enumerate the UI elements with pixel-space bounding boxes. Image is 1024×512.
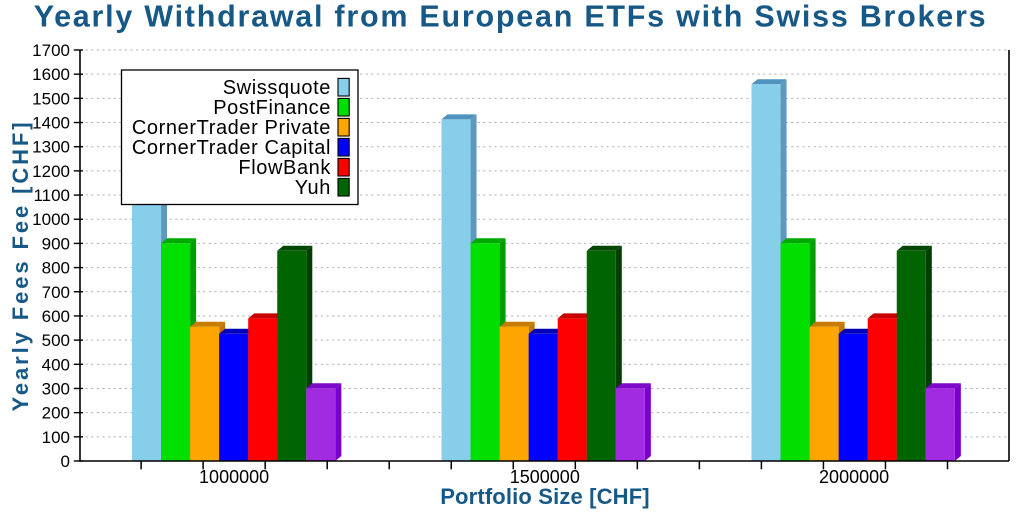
svg-text:300: 300 [42, 379, 70, 398]
svg-text:100: 100 [42, 428, 70, 447]
svg-text:500: 500 [42, 331, 70, 350]
svg-text:Yearly Fees Fee [CHF]: Yearly Fees Fee [CHF] [8, 120, 33, 412]
svg-text:1200: 1200 [32, 162, 70, 181]
svg-text:FlowBank: FlowBank [238, 157, 331, 179]
svg-text:0: 0 [61, 452, 70, 471]
svg-text:1700: 1700 [32, 41, 70, 60]
svg-text:600: 600 [42, 307, 70, 326]
svg-text:CornerTrader Capital: CornerTrader Capital [132, 137, 331, 159]
svg-text:200: 200 [42, 404, 70, 423]
svg-text:700: 700 [42, 283, 70, 302]
svg-text:PostFinance: PostFinance [213, 97, 331, 119]
svg-text:2000000: 2000000 [819, 467, 889, 487]
svg-text:900: 900 [42, 234, 70, 253]
svg-text:1100: 1100 [33, 186, 70, 205]
svg-text:1300: 1300 [32, 138, 70, 157]
svg-text:1600: 1600 [32, 65, 70, 84]
svg-text:1500: 1500 [32, 89, 70, 108]
svg-text:CornerTrader Private: CornerTrader Private [132, 117, 331, 139]
svg-text:1000000: 1000000 [199, 467, 269, 487]
svg-text:Portfolio Size [CHF]: Portfolio Size [CHF] [440, 484, 650, 509]
svg-text:1400: 1400 [32, 114, 70, 133]
svg-text:Yearly Withdrawal from Europea: Yearly Withdrawal from European ETFs wit… [34, 0, 988, 34]
svg-text:400: 400 [42, 355, 70, 374]
svg-text:1000: 1000 [32, 210, 70, 229]
svg-text:Yuh: Yuh [295, 177, 331, 199]
svg-text:Swissquote: Swissquote [223, 77, 331, 99]
svg-text:1500000: 1500000 [510, 467, 580, 487]
svg-text:800: 800 [42, 259, 70, 278]
